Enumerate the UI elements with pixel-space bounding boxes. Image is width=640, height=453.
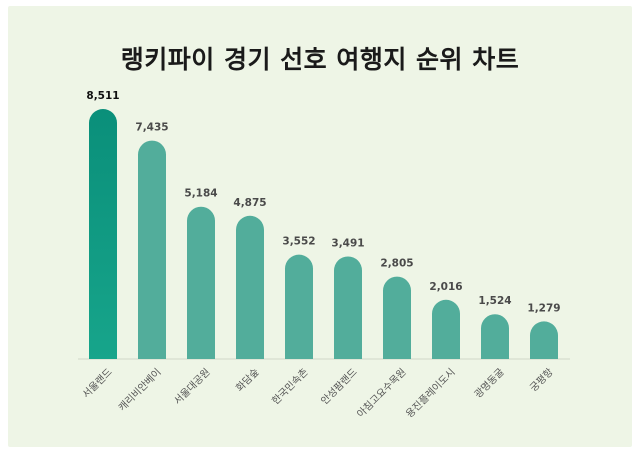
value-label-1: 8,511 <box>86 90 119 102</box>
value-label-8: 2,016 <box>429 281 462 293</box>
bar-7 <box>383 276 411 359</box>
category-label-10: 궁평항 <box>528 366 556 394</box>
bar-10 <box>530 321 558 359</box>
chart-title: 랭키파이 경기 선호 여행지 순위 차트 <box>120 45 520 74</box>
value-label-4: 4,875 <box>233 197 266 209</box>
category-label-4: 화담숲 <box>234 366 262 394</box>
value-label-5: 3,552 <box>282 236 315 248</box>
bar-6 <box>334 256 362 359</box>
bar-9 <box>481 314 509 359</box>
value-label-2: 7,435 <box>135 122 168 134</box>
bar-4 <box>236 215 264 359</box>
value-labels-group: 8,511 7,435 5,184 4,875 3,552 3,491 2,805 2,016… <box>86 90 560 314</box>
category-label-6: 안성팜랜드 <box>319 366 360 407</box>
category-label-7: 아침고요수목원 <box>355 366 409 420</box>
category-labels-group: 서울랜드 캐리비안베이 서울대공원 화담숲 한국민속촌 안성팜랜드아침고요수목원용진플레이… <box>80 366 556 420</box>
value-label-10: 1,279 <box>527 302 560 314</box>
category-label-9: 광명동굴 <box>472 366 507 401</box>
value-label-3: 5,184 <box>184 188 217 200</box>
category-label-1: 서울랜드 <box>80 366 115 401</box>
category-label-2: 캐리비안베이 <box>116 366 164 414</box>
value-label-6: 3,491 <box>331 237 364 249</box>
bar-3 <box>187 206 215 359</box>
value-label-9: 1,524 <box>478 295 511 307</box>
bar-1 <box>89 109 117 359</box>
category-label-5: 한국민속촌 <box>270 366 311 407</box>
category-label-3: 서울대공원 <box>172 366 213 407</box>
bar-2 <box>138 140 166 359</box>
category-label-8: 용진플레이도시 <box>404 366 458 420</box>
bar-5 <box>285 254 313 359</box>
bar-8 <box>432 299 460 359</box>
value-label-7: 2,805 <box>380 258 413 270</box>
bars-group <box>89 109 558 359</box>
